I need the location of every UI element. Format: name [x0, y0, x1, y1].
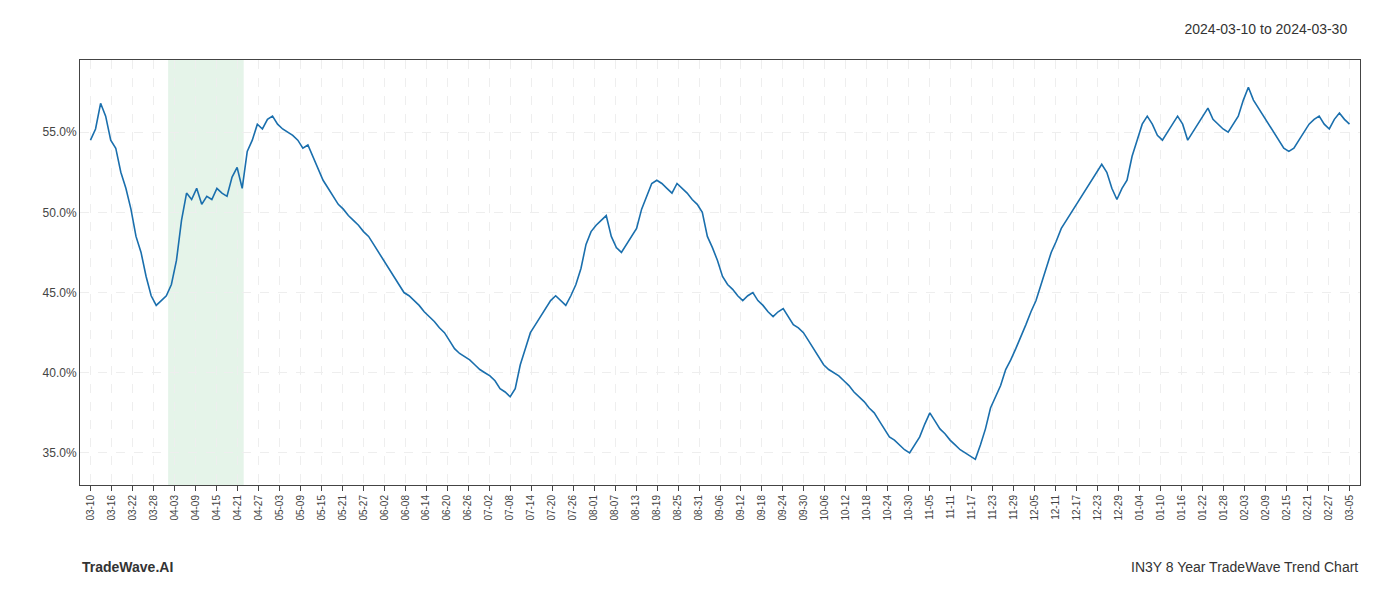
svg-text:03-22: 03-22	[127, 495, 138, 521]
svg-text:08-07: 08-07	[609, 495, 620, 521]
svg-text:03-05: 03-05	[1344, 495, 1355, 521]
svg-text:05-09: 05-09	[295, 495, 306, 521]
svg-text:05-03: 05-03	[274, 495, 285, 521]
svg-text:40.0%: 40.0%	[43, 366, 77, 380]
svg-text:12-11: 12-11	[1050, 495, 1061, 520]
svg-text:10-06: 10-06	[819, 495, 830, 521]
svg-text:11-29: 11-29	[1008, 495, 1019, 520]
svg-text:01-10: 01-10	[1155, 495, 1166, 521]
svg-text:07-02: 07-02	[483, 495, 494, 521]
svg-text:09-12: 09-12	[735, 495, 746, 521]
svg-text:08-13: 08-13	[630, 495, 641, 521]
svg-text:11-23: 11-23	[987, 495, 998, 520]
svg-text:01-16: 01-16	[1176, 495, 1187, 521]
svg-text:2024-03-10 to 2024-03-30: 2024-03-10 to 2024-03-30	[1185, 21, 1348, 37]
svg-text:06-08: 06-08	[400, 495, 411, 521]
svg-text:55.0%: 55.0%	[43, 125, 77, 139]
svg-text:06-20: 06-20	[441, 495, 452, 521]
svg-text:03-10: 03-10	[85, 495, 96, 521]
svg-text:04-21: 04-21	[232, 495, 243, 521]
svg-text:04-03: 04-03	[169, 495, 180, 521]
svg-text:TradeWave.AI: TradeWave.AI	[82, 559, 173, 575]
svg-text:06-02: 06-02	[379, 495, 390, 521]
svg-text:02-27: 02-27	[1323, 495, 1334, 521]
svg-text:09-30: 09-30	[798, 495, 809, 521]
svg-text:02-09: 02-09	[1260, 495, 1271, 521]
svg-text:11-05: 11-05	[924, 495, 935, 520]
svg-text:IN3Y 8 Year TradeWave Trend Ch: IN3Y 8 Year TradeWave Trend Chart	[1131, 559, 1358, 575]
svg-text:08-25: 08-25	[672, 495, 683, 521]
svg-text:10-24: 10-24	[882, 495, 893, 521]
svg-text:08-01: 08-01	[588, 495, 599, 521]
svg-text:12-17: 12-17	[1071, 495, 1082, 521]
svg-text:12-23: 12-23	[1092, 495, 1103, 521]
svg-text:06-26: 06-26	[462, 495, 473, 521]
svg-text:07-14: 07-14	[525, 495, 536, 521]
svg-text:07-20: 07-20	[546, 495, 557, 521]
svg-text:09-06: 09-06	[714, 495, 725, 521]
svg-text:04-09: 04-09	[190, 495, 201, 521]
svg-text:09-18: 09-18	[756, 495, 767, 521]
svg-text:05-15: 05-15	[316, 495, 327, 521]
svg-text:01-04: 01-04	[1134, 495, 1145, 521]
svg-text:02-21: 02-21	[1302, 495, 1313, 521]
svg-text:50.0%: 50.0%	[43, 206, 77, 220]
svg-text:05-27: 05-27	[358, 495, 369, 521]
svg-text:10-30: 10-30	[903, 495, 914, 521]
svg-text:35.0%: 35.0%	[43, 446, 77, 460]
svg-text:12-29: 12-29	[1113, 495, 1124, 521]
svg-text:06-14: 06-14	[420, 495, 431, 521]
svg-text:12-05: 12-05	[1029, 495, 1040, 521]
svg-text:05-21: 05-21	[337, 495, 348, 521]
svg-text:11-11: 11-11	[945, 495, 956, 520]
svg-text:07-26: 07-26	[567, 495, 578, 521]
svg-text:04-27: 04-27	[253, 495, 264, 521]
svg-text:08-19: 08-19	[651, 495, 662, 521]
svg-text:04-15: 04-15	[211, 495, 222, 521]
svg-text:10-18: 10-18	[861, 495, 872, 521]
svg-text:10-12: 10-12	[840, 495, 851, 521]
svg-text:07-08: 07-08	[504, 495, 515, 521]
svg-text:02-15: 02-15	[1281, 495, 1292, 521]
svg-text:45.0%: 45.0%	[43, 286, 77, 300]
svg-text:02-03: 02-03	[1239, 495, 1250, 521]
svg-text:08-31: 08-31	[693, 495, 704, 521]
svg-text:01-28: 01-28	[1218, 495, 1229, 521]
svg-text:09-24: 09-24	[777, 495, 788, 521]
svg-text:11-17: 11-17	[966, 495, 977, 520]
svg-text:03-16: 03-16	[106, 495, 117, 521]
svg-text:03-28: 03-28	[148, 495, 159, 521]
svg-text:01-22: 01-22	[1197, 495, 1208, 521]
